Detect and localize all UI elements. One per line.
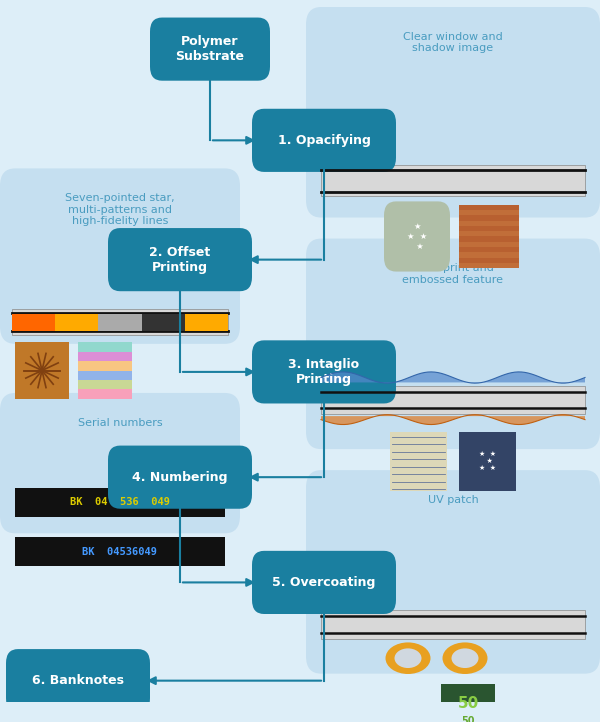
Bar: [459, 205, 519, 268]
Text: 4. Numbering: 4. Numbering: [132, 471, 228, 484]
Text: Serial numbers: Serial numbers: [77, 417, 163, 427]
Bar: [185, 313, 228, 331]
Ellipse shape: [386, 643, 431, 674]
FancyBboxPatch shape: [252, 551, 396, 614]
Bar: [390, 432, 447, 491]
FancyBboxPatch shape: [384, 201, 450, 271]
Bar: [459, 432, 516, 491]
Bar: [321, 165, 585, 196]
Bar: [98, 313, 142, 331]
Bar: [15, 342, 69, 399]
Bar: [15, 487, 225, 517]
Bar: [15, 537, 225, 566]
FancyBboxPatch shape: [252, 340, 396, 404]
Bar: [12, 309, 228, 336]
Bar: [321, 386, 585, 414]
FancyBboxPatch shape: [306, 7, 600, 217]
Bar: [321, 611, 585, 638]
Text: Seven-pointed star,
multi-patterns and
high-fidelity lines: Seven-pointed star, multi-patterns and h…: [65, 193, 175, 226]
FancyBboxPatch shape: [108, 228, 252, 291]
Text: UV patch: UV patch: [428, 495, 478, 505]
FancyBboxPatch shape: [150, 17, 270, 81]
Text: Microprint and
embossed feature: Microprint and embossed feature: [403, 263, 503, 284]
FancyBboxPatch shape: [0, 393, 240, 534]
Text: 5. Overcoating: 5. Overcoating: [272, 576, 376, 589]
Text: 3. Intaglio
Printing: 3. Intaglio Printing: [289, 358, 359, 386]
Text: 50: 50: [457, 696, 479, 711]
FancyBboxPatch shape: [108, 445, 252, 509]
Text: 6. Banknotes: 6. Banknotes: [32, 674, 124, 687]
Text: BK  04  536  049: BK 04 536 049: [70, 497, 170, 508]
Bar: [55, 313, 98, 331]
Text: BK  04536049: BK 04536049: [82, 547, 157, 557]
Text: Clear window and
shadow image: Clear window and shadow image: [403, 32, 503, 53]
FancyBboxPatch shape: [252, 109, 396, 172]
Text: ★  ★
  ★
★  ★: ★ ★ ★ ★ ★: [479, 451, 496, 471]
Text: 1. Opacifying: 1. Opacifying: [278, 134, 370, 147]
Text: Polymer
Substrate: Polymer Substrate: [176, 35, 245, 63]
Ellipse shape: [395, 648, 422, 668]
Ellipse shape: [452, 648, 479, 668]
Ellipse shape: [443, 643, 487, 674]
Text: 50: 50: [461, 716, 475, 722]
FancyBboxPatch shape: [306, 470, 600, 674]
FancyBboxPatch shape: [306, 238, 600, 449]
FancyBboxPatch shape: [6, 649, 150, 712]
FancyBboxPatch shape: [0, 168, 240, 344]
Text: 2. Offset
Printing: 2. Offset Printing: [149, 245, 211, 274]
Text: ★
★  ★
  ★: ★ ★ ★ ★: [407, 222, 427, 251]
Bar: [441, 684, 495, 722]
Bar: [12, 313, 55, 331]
Bar: [78, 342, 132, 399]
Bar: [142, 313, 185, 331]
